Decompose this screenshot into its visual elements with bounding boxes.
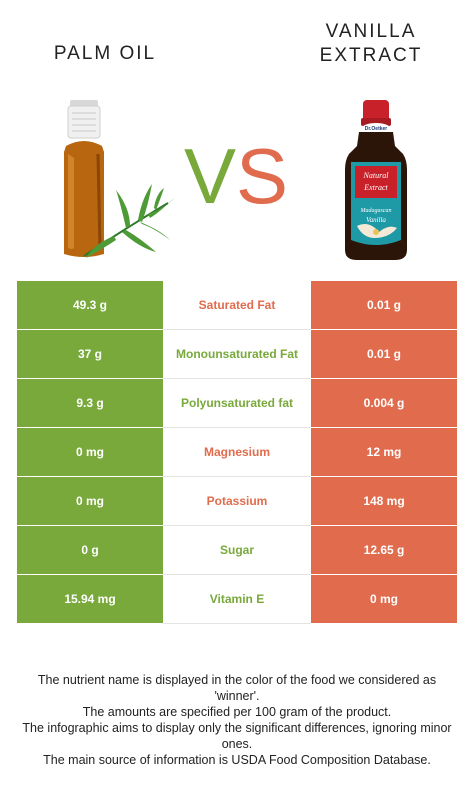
right-value: 12 mg: [311, 428, 457, 477]
left-value: 0 mg: [17, 428, 163, 477]
footer-notes: The nutrient name is displayed in the co…: [14, 672, 460, 768]
right-value: 0.01 g: [311, 330, 457, 379]
nutrient-name: Monounsaturated Fat: [163, 330, 311, 379]
nutrient-name: Polyunsaturated fat: [163, 379, 311, 428]
table-row: 0 g Sugar 12.65 g: [17, 526, 457, 575]
nutrient-name: Sugar: [163, 526, 311, 575]
left-value: 0 mg: [17, 477, 163, 526]
svg-text:Extract: Extract: [363, 183, 388, 192]
comparison-table: 49.3 g Saturated Fat 0.01 g 37 g Monouns…: [17, 281, 457, 624]
nutrient-name: Vitamin E: [163, 575, 311, 624]
right-value: 12.65 g: [311, 526, 457, 575]
table-row: 15.94 mg Vitamin E 0 mg: [17, 575, 457, 624]
right-value: 0 mg: [311, 575, 457, 624]
vanilla-extract-bottle-icon: Dr.Oetker Natural Extract Madagascan Van…: [345, 100, 407, 260]
table-row: 49.3 g Saturated Fat 0.01 g: [17, 281, 457, 330]
right-value: 0.01 g: [311, 281, 457, 330]
right-value: 148 mg: [311, 477, 457, 526]
svg-text:Madagascan: Madagascan: [360, 208, 392, 214]
table-row: 9.3 g Polyunsaturated fat 0.004 g: [17, 379, 457, 428]
left-food-title: PALM OIL: [53, 43, 157, 64]
table-row: 37 g Monounsaturated Fat 0.01 g: [17, 330, 457, 379]
right-food-title: VANILLA EXTRACT: [319, 21, 423, 66]
table-row: 0 mg Potassium 148 mg: [17, 477, 457, 526]
footer-line: The nutrient name is displayed in the co…: [37, 673, 437, 703]
footer-line: The infographic aims to display only the…: [22, 721, 452, 751]
left-value: 49.3 g: [17, 281, 163, 330]
nutrient-name: Potassium: [163, 477, 311, 526]
svg-text:Natural: Natural: [363, 171, 390, 180]
nutrient-name: Saturated Fat: [163, 281, 311, 330]
nutrient-name: Magnesium: [163, 428, 311, 477]
left-value: 15.94 mg: [17, 575, 163, 624]
oil-bottle-with-herbs-icon: [64, 100, 174, 258]
footer-line: The amounts are specified per 100 gram o…: [82, 705, 392, 719]
vs-s: S: [236, 132, 289, 220]
footer-line: The main source of information is USDA F…: [43, 753, 431, 767]
bottle-brand-text: Dr.Oetker: [365, 126, 388, 132]
table-row: 0 mg Magnesium 12 mg: [17, 428, 457, 477]
right-value: 0.004 g: [311, 379, 457, 428]
left-value: 9.3 g: [17, 379, 163, 428]
vs-v: V: [184, 132, 237, 220]
left-value: 0 g: [17, 526, 163, 575]
left-value: 37 g: [17, 330, 163, 379]
vs-label: VS: [184, 136, 294, 216]
svg-text:Vanilla: Vanilla: [366, 216, 386, 224]
